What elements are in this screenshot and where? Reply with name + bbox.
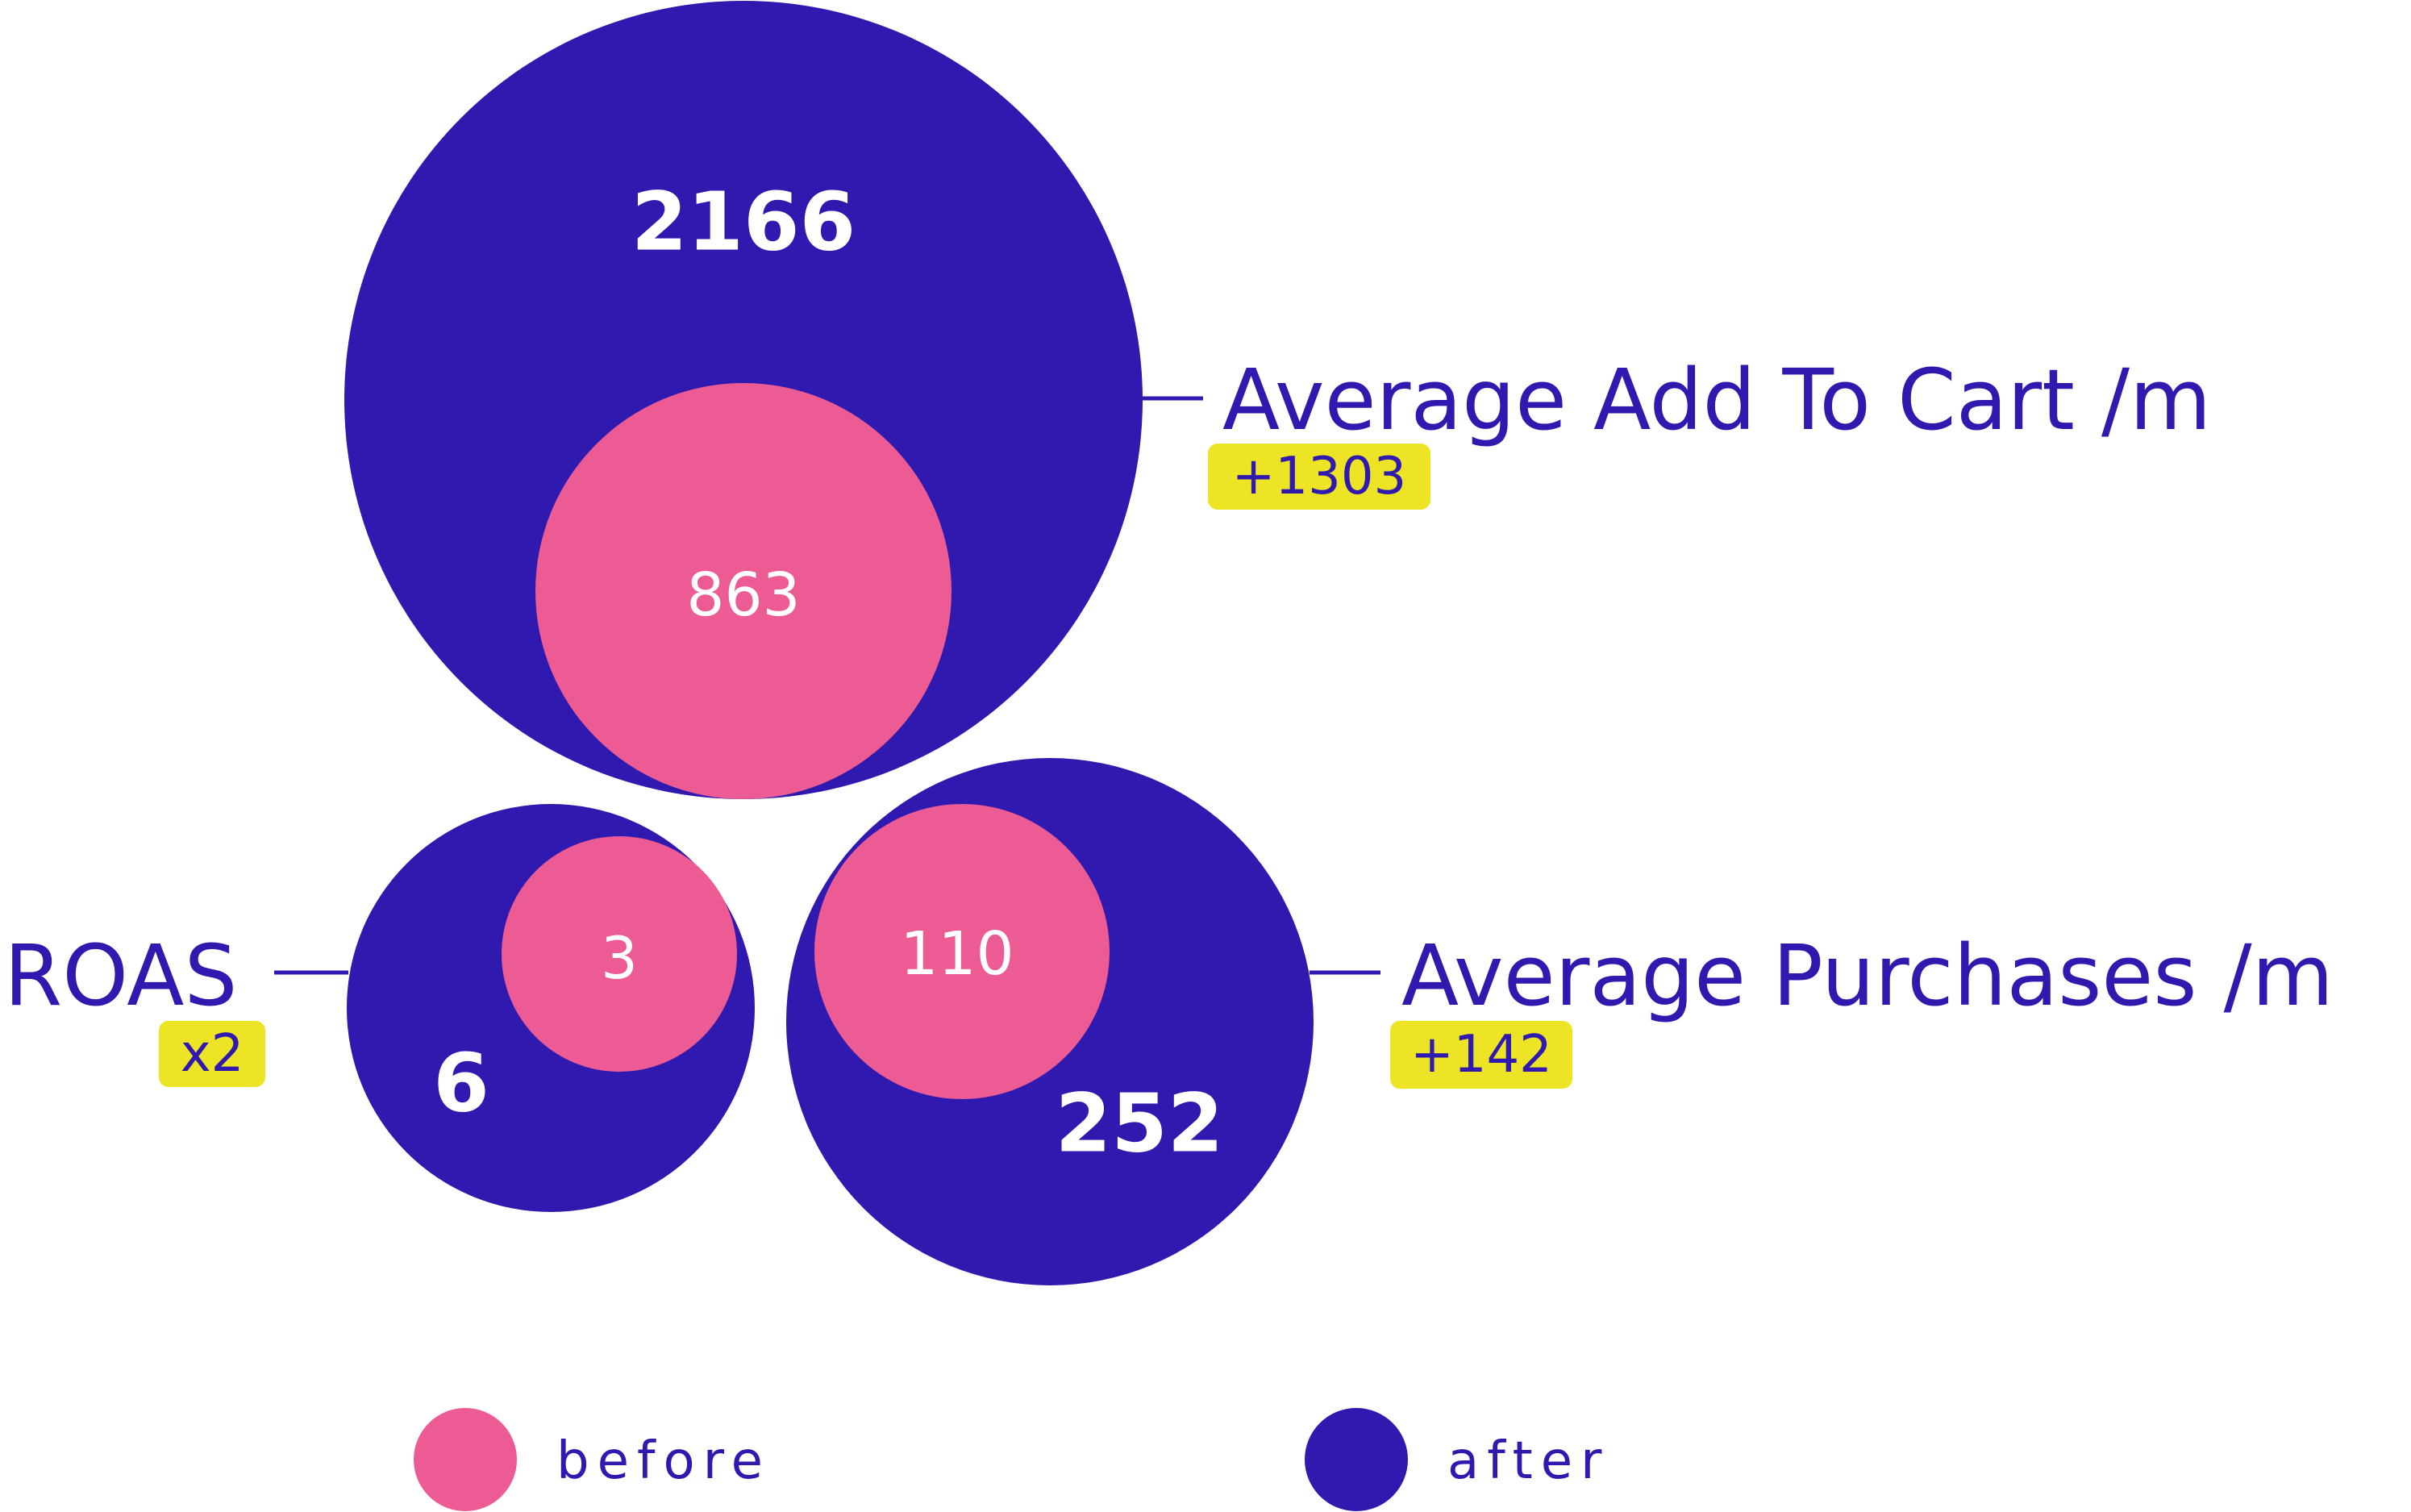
badge-text-add-to-cart: +1303: [1232, 447, 1407, 506]
value-after-add-to-cart: 2166: [631, 175, 856, 269]
badge-roas: [159, 1021, 265, 1087]
label-add-to-cart: Average Add To Cart /m: [1222, 351, 2211, 449]
label-roas: ROAS: [4, 927, 237, 1025]
legend-swatch-before: [414, 1408, 517, 1511]
bubble-before-purchases: [814, 804, 1110, 1099]
badge-text-roas: x2: [181, 1024, 244, 1084]
value-before-roas: 3: [601, 924, 638, 992]
legend-swatch-after: [1305, 1408, 1408, 1511]
metric-add-to-cart: 2166 863 Average Add To Cart /m +1303: [344, 1, 2211, 799]
label-purchases: Average Purchases /m: [1401, 927, 2334, 1025]
legend: before after: [414, 1408, 1609, 1511]
value-after-purchases: 252: [1056, 1077, 1224, 1171]
legend-label-after: after: [1447, 1431, 1609, 1491]
metric-purchases: 252 110 Average Purchases /m +142: [786, 758, 2334, 1285]
bubble-before-roas: [502, 836, 737, 1072]
value-after-roas: 6: [433, 1036, 489, 1131]
badge-add-to-cart: [1208, 444, 1430, 510]
badge-text-purchases: +142: [1410, 1025, 1552, 1085]
value-before-purchases: 110: [900, 919, 1014, 989]
metric-roas: 6 3 ROAS x2: [4, 804, 755, 1212]
bubble-before-add-to-cart: [535, 383, 951, 799]
value-before-add-to-cart: 863: [686, 560, 800, 630]
legend-label-before: before: [556, 1431, 771, 1491]
badge-purchases: [1390, 1021, 1572, 1089]
